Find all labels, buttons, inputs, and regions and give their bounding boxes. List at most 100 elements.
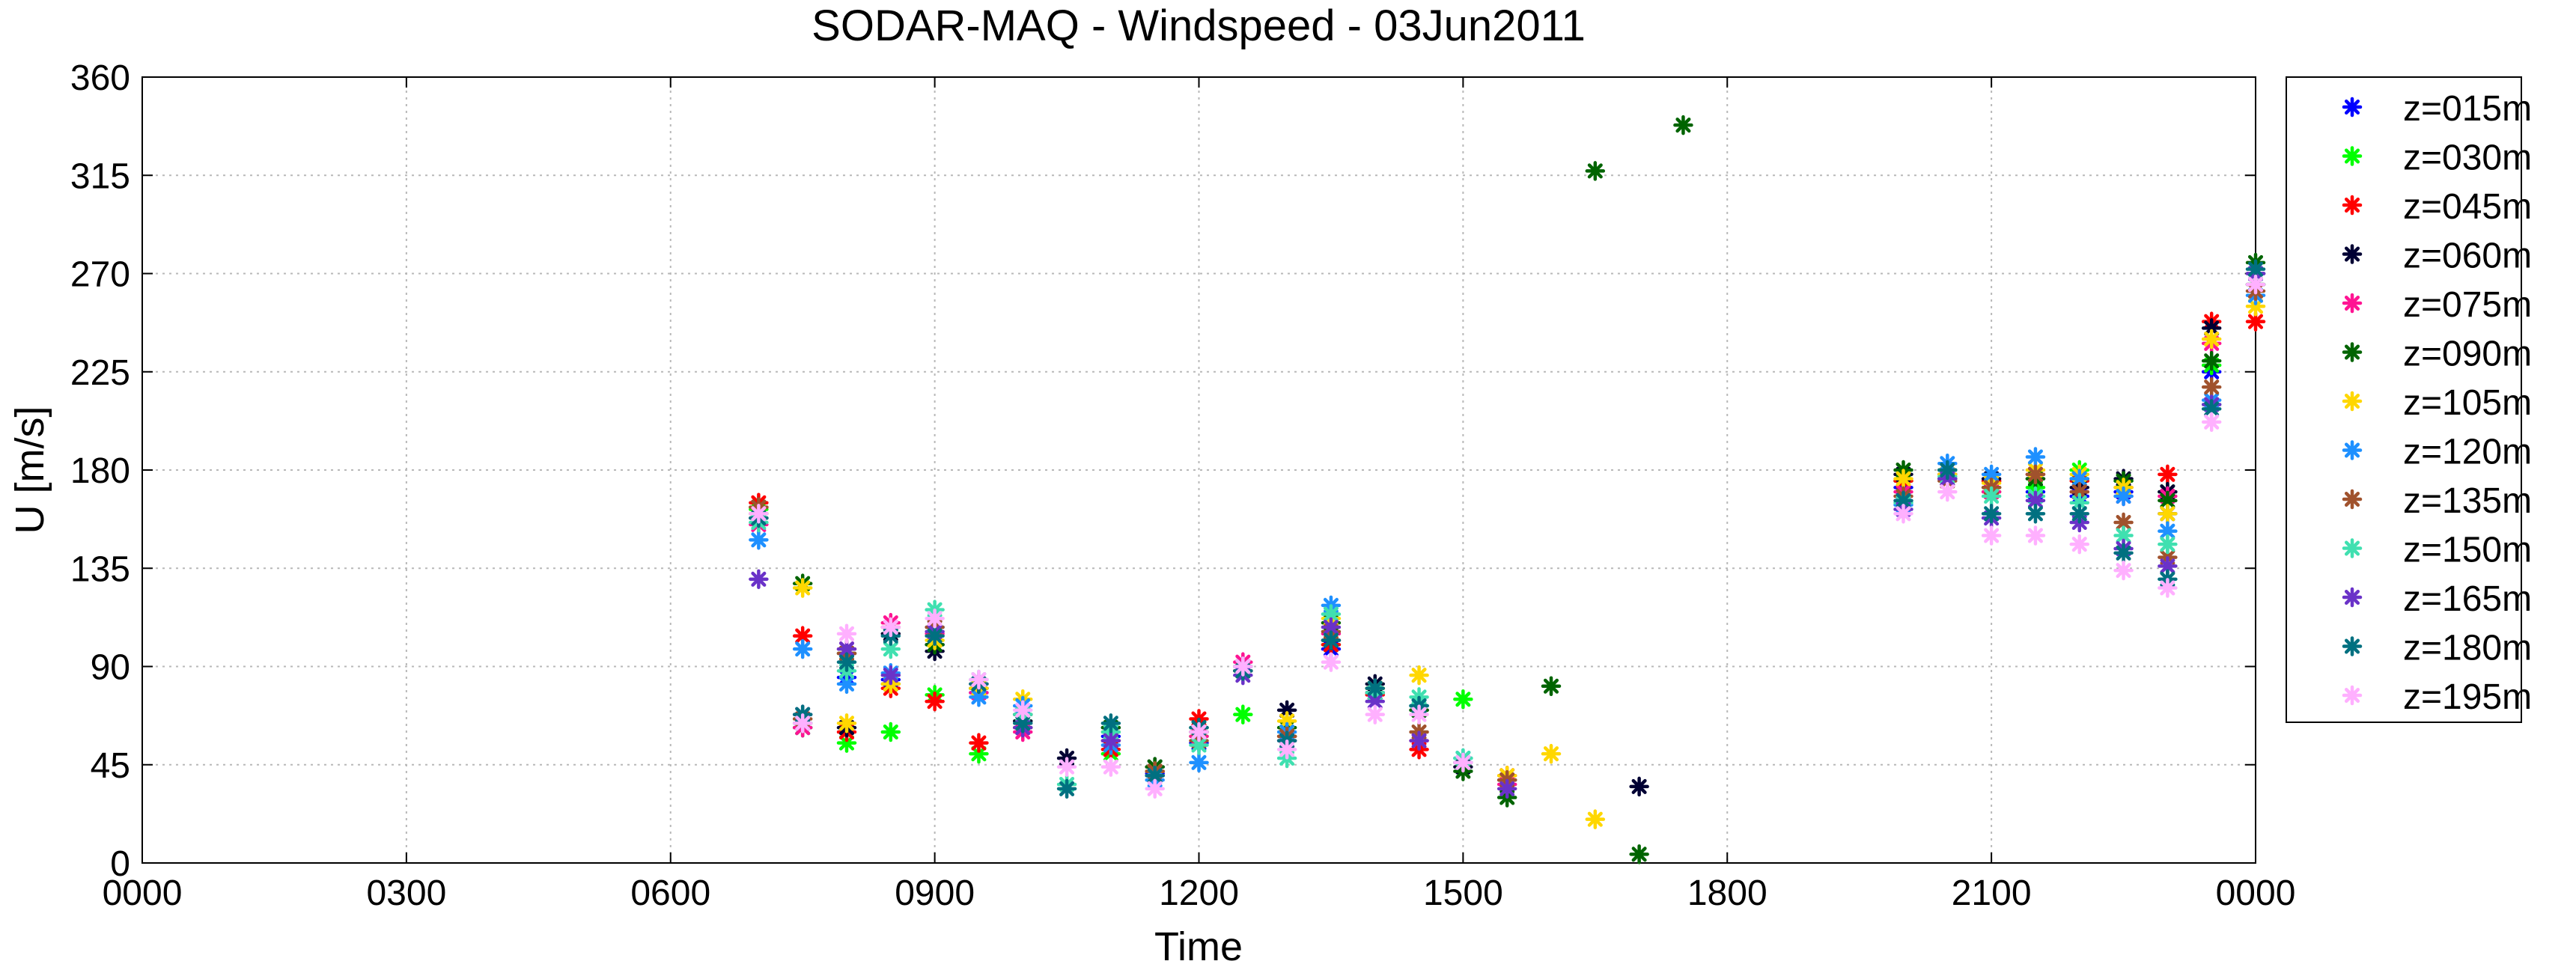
data-point-z=135m	[2025, 464, 2046, 485]
x-tick-label: 0600	[630, 873, 710, 913]
data-point-z=105m	[1893, 469, 1913, 489]
legend-marker-z=195m	[2342, 685, 2363, 706]
x-tick-label: 1800	[1687, 873, 1767, 913]
data-point-z=195m	[925, 608, 945, 629]
data-point-z=105m	[792, 578, 813, 598]
data-point-z=165m	[1409, 730, 1429, 751]
data-point-z=090m	[2201, 350, 2222, 371]
x-tick-label: 0300	[366, 873, 446, 913]
y-tick-label: 315	[70, 156, 130, 196]
y-tick-label: 90	[91, 648, 130, 688]
data-point-z=195m	[1453, 752, 1473, 773]
data-point-z=180m	[1937, 460, 1958, 481]
data-point-z=165m	[2158, 556, 2178, 576]
data-point-z=165m	[749, 569, 769, 590]
data-point-z=180m	[925, 626, 945, 646]
data-point-z=195m	[749, 504, 769, 524]
data-point-z=105m	[1409, 665, 1429, 686]
data-point-z=105m	[2245, 296, 2266, 317]
legend-label: z=195m	[2403, 677, 2532, 717]
data-point-z=195m	[2113, 560, 2134, 581]
data-point-z=060m	[1276, 700, 1297, 721]
data-point-z=195m	[1276, 739, 1297, 760]
data-point-z=030m	[1233, 704, 1253, 725]
data-point-z=105m	[836, 713, 857, 733]
legend-marker-z=090m	[2342, 342, 2363, 362]
y-tick-label: 135	[70, 549, 130, 589]
legend-label: z=120m	[2403, 433, 2532, 472]
data-point-z=045m	[969, 733, 989, 753]
data-point-z=180m	[1365, 678, 1385, 698]
data-point-z=180m	[1056, 778, 1077, 799]
y-axis-ticks: 0 45 90 135 180 225 270 315 360	[70, 58, 2256, 884]
data-point-z=120m	[2025, 447, 2046, 467]
data-point-z=180m	[2201, 399, 2222, 419]
legend-marker-z=165m	[2342, 587, 2363, 608]
chart-title: SODAR-MAQ - Windspeed - 03Jun2011	[812, 1, 1586, 50]
data-point-z=150m	[880, 638, 901, 659]
data-point-z=105m	[1585, 809, 1606, 829]
x-tick-label: 0000	[2216, 873, 2296, 913]
data-point-z=180m	[2069, 504, 2089, 524]
data-point-z=180m	[2113, 543, 2134, 564]
data-point-z=030m	[836, 733, 857, 753]
data-point-z=195m	[1100, 757, 1121, 777]
data-point-z=150m	[1981, 486, 2002, 507]
legend-marker-z=135m	[2342, 489, 2363, 510]
grid-lines	[142, 77, 2256, 863]
legend-marker-z=015m	[2342, 97, 2363, 118]
y-tick-label: 225	[70, 353, 130, 393]
legend-marker-z=150m	[2342, 538, 2363, 558]
data-point-z=090m	[1541, 676, 1562, 696]
legend-label: z=135m	[2403, 481, 2532, 521]
legend-label: z=150m	[2403, 531, 2532, 570]
data-point-z=090m	[1673, 115, 1693, 135]
data-point-z=195m	[1321, 652, 1342, 672]
data-point-z=195m	[969, 669, 989, 690]
data-point-z=135m	[2201, 376, 2222, 397]
data-point-z=180m	[1893, 490, 1913, 511]
data-point-z=180m	[1321, 630, 1342, 650]
data-point-z=030m	[880, 722, 901, 742]
legend-label: z=165m	[2403, 579, 2532, 619]
data-point-z=195m	[2201, 412, 2222, 433]
data-point-z=195m	[1409, 704, 1429, 725]
legend-marker-z=075m	[2342, 293, 2363, 314]
data-point-z=165m	[1496, 778, 1517, 799]
data-point-z=195m	[836, 623, 857, 644]
data-point-z=045m	[925, 691, 945, 712]
data-point-z=195m	[792, 713, 813, 733]
y-tick-label: 0	[110, 844, 130, 884]
x-tick-label: 0000	[103, 873, 183, 913]
data-point-z=090m	[1585, 161, 1606, 181]
data-point-z=195m	[1056, 757, 1077, 777]
data-point-z=030m	[1453, 689, 1473, 710]
y-tick-label: 270	[70, 255, 130, 295]
data-point-z=090m	[2158, 490, 2178, 511]
data-point-z=180m	[2025, 504, 2046, 524]
data-point-z=150m	[2158, 534, 2178, 555]
legend-label: z=075m	[2403, 285, 2532, 325]
x-tick-label: 1500	[1423, 873, 1503, 913]
data-point-z=195m	[1981, 525, 2002, 546]
data-point-z=045m	[2158, 464, 2178, 485]
y-tick-label: 360	[70, 58, 130, 98]
legend: z=015m z=030m z=045m z=060m z=075m z=090m z=10…	[2286, 76, 2532, 723]
x-axis-label: Time	[1154, 924, 1243, 969]
legend-label: z=105m	[2403, 383, 2532, 423]
data-point-z=165m	[880, 665, 901, 686]
data-point-z=195m	[2069, 534, 2089, 555]
legend-label: z=030m	[2403, 138, 2532, 178]
data-point-z=195m	[880, 617, 901, 638]
x-axis-ticks: 0000 0300 0600 0900 1200 1500 1800 2100 0000	[103, 77, 2296, 913]
y-tick-label: 180	[70, 451, 130, 491]
legend-marker-z=030m	[2342, 146, 2363, 166]
legend-marker-z=045m	[2342, 195, 2363, 216]
legend-marker-z=105m	[2342, 391, 2363, 412]
data-point-z=195m	[1233, 656, 1253, 677]
data-point-z=195m	[2025, 525, 2046, 546]
y-axis-label: U [m/s]	[7, 406, 52, 534]
data-point-z=105m	[2158, 504, 2178, 524]
data-point-z=195m	[2158, 578, 2178, 598]
